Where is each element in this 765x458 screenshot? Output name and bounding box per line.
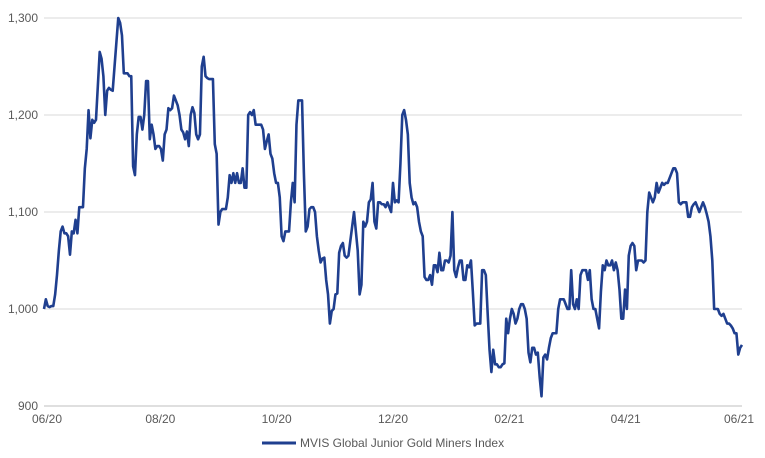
legend: MVIS Global Junior Gold Miners Index xyxy=(262,436,504,450)
y-tick-label: 900 xyxy=(18,399,38,413)
series-group xyxy=(42,16,744,398)
x-tick-label: 04/21 xyxy=(611,412,641,426)
x-tick-label: 06/20 xyxy=(32,412,62,426)
x-tick-label: 10/20 xyxy=(262,412,292,426)
y-tick-label: 1,000 xyxy=(8,302,38,316)
y-tick-label: 1,300 xyxy=(8,11,38,25)
y-axis-tick-labels: 900 1,000 1,100 1,200 1,300 xyxy=(8,11,38,413)
x-axis-tick-labels: 06/20 08/20 10/20 12/20 02/21 04/21 06/21 xyxy=(32,412,754,426)
x-tick-label: 02/21 xyxy=(494,412,524,426)
y-tick-label: 1,200 xyxy=(8,108,38,122)
x-tick-label: 08/20 xyxy=(145,412,175,426)
x-tick-label: 06/21 xyxy=(724,412,754,426)
y-tick-label: 1,100 xyxy=(8,205,38,219)
legend-label: MVIS Global Junior Gold Miners Index xyxy=(300,436,504,450)
x-tick-label: 12/20 xyxy=(378,412,408,426)
series-line-0 xyxy=(42,16,744,398)
